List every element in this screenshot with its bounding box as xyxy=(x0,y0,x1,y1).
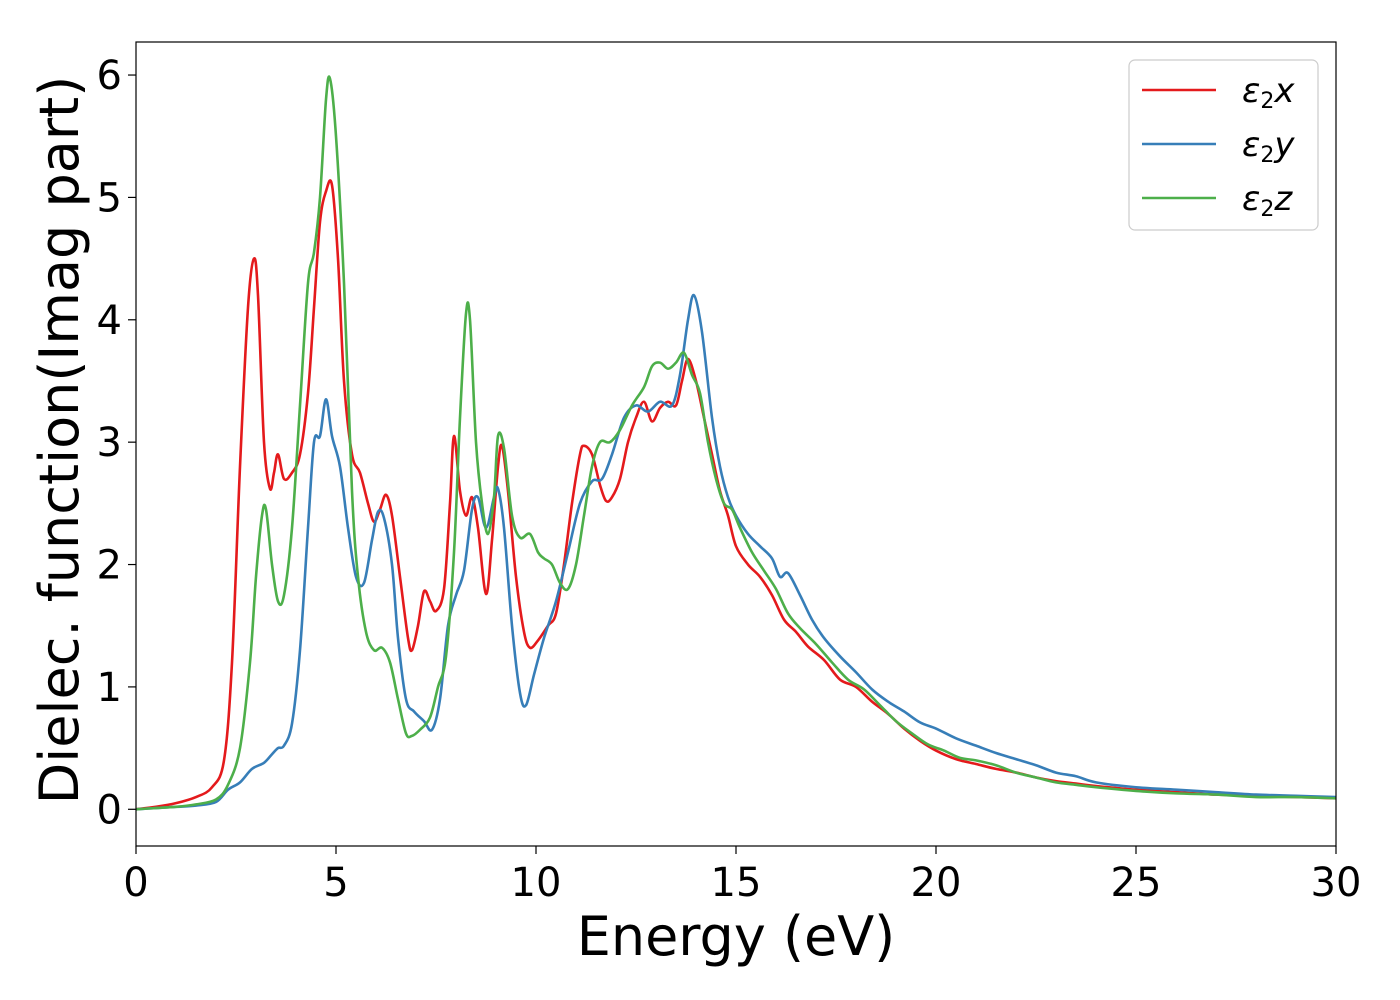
x-axis-label: Energy (eV) xyxy=(577,905,896,968)
y-tick-label: 2 xyxy=(97,543,122,589)
y-tick-label: 5 xyxy=(97,175,122,221)
y-tick-label: 0 xyxy=(97,787,122,833)
y-tick-label: 3 xyxy=(97,420,122,466)
y-axis-ticks: 0 1 2 3 4 5 6 xyxy=(97,53,136,833)
x-tick-label: 5 xyxy=(323,860,348,906)
x-tick-label: 10 xyxy=(511,860,562,906)
series-layer xyxy=(136,75,1336,811)
legend-entry: ε2z xyxy=(1242,179,1293,222)
series-line-e2y xyxy=(136,293,1336,811)
x-tick-label: 20 xyxy=(911,860,962,906)
series-line-e2z xyxy=(136,75,1336,811)
x-tick-label: 25 xyxy=(1111,860,1162,906)
y-tick-label: 4 xyxy=(97,298,122,344)
y-tick-label: 1 xyxy=(97,665,122,711)
legend-entry: ε2y xyxy=(1242,125,1295,168)
legend: ε2x ε2y ε2z xyxy=(1128,59,1319,231)
x-tick-label: 30 xyxy=(1311,860,1362,906)
legend-box xyxy=(1128,59,1319,231)
y-tick-label: 6 xyxy=(97,53,122,99)
x-tick-label: 0 xyxy=(123,860,148,906)
legend-entry: ε2x xyxy=(1242,71,1295,114)
series-line-e2x xyxy=(136,179,1336,811)
x-tick-label: 15 xyxy=(711,860,762,906)
x-axis-ticks: 0 5 10 15 20 25 30 xyxy=(123,846,1361,906)
y-axis-label: Dielec. function(Imag part) xyxy=(28,76,91,805)
